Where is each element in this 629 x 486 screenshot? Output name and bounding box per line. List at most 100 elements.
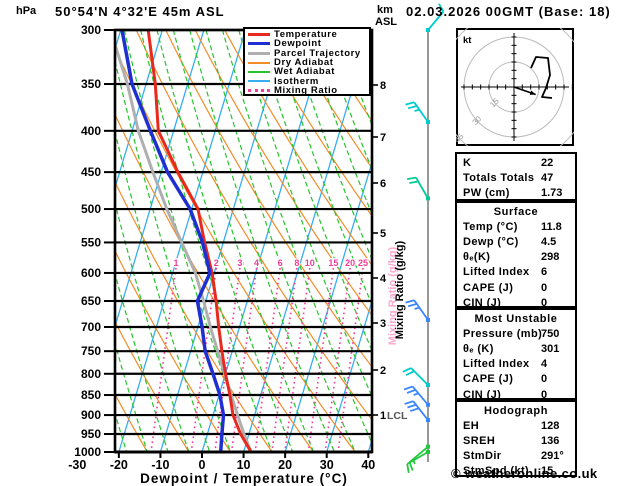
wind-barb xyxy=(404,400,430,423)
row-label: EH xyxy=(463,419,480,432)
wet-adiabat-line xyxy=(115,411,128,452)
table-row: PW (cm) 1.73 xyxy=(457,185,575,200)
row-label: CAPE (J) xyxy=(463,281,514,294)
isotherm-line xyxy=(0,30,79,452)
row-label: CIN (J) xyxy=(463,296,502,309)
datetime-title: 02.03.2026 00GMT (Base: 18) xyxy=(406,4,611,19)
wet-adiabat-line xyxy=(238,30,372,399)
mixing-ratio-line xyxy=(150,267,177,452)
table-row: Lifted Index 4 xyxy=(457,357,575,372)
mixing-ratio-line xyxy=(190,267,218,452)
temp-tick-label: 20 xyxy=(278,458,292,472)
barb-full-tick xyxy=(405,299,415,304)
row-label: K xyxy=(463,156,472,169)
table-row: Temp (°C) 11.8 xyxy=(457,219,575,234)
pressure-tick-label: 850 xyxy=(81,388,101,402)
wet-adiabat-line xyxy=(303,30,372,216)
legend-label: Temperature xyxy=(274,29,338,41)
copyright-credit: © weatheronline.co.uk xyxy=(451,466,598,481)
mixing-ratio-line xyxy=(230,267,258,452)
legend-label: Dry Adiabat xyxy=(274,57,334,69)
km-tick-label: 1 xyxy=(380,410,386,422)
pressure-tick-label: 300 xyxy=(81,23,101,37)
pressure-tick-label: 1000 xyxy=(74,445,101,459)
table-row: CAPE (J) 0 xyxy=(457,280,575,295)
row-label: Lifted Index xyxy=(463,266,530,279)
table-header: Surface xyxy=(457,204,575,219)
dry-adiabat-line xyxy=(115,392,148,452)
mixing-ratio-value-label: 20 xyxy=(345,258,355,268)
wet-adiabat-line xyxy=(221,30,372,445)
pressure-tick-label: 700 xyxy=(81,320,101,334)
mixing-ratio-value-label: 6 xyxy=(278,258,283,268)
mixing-ratio-line xyxy=(337,267,364,452)
row-label: StmDir xyxy=(463,450,502,463)
mixing-ratio-value-label: 1 xyxy=(173,258,178,268)
pressure-tick-label: 600 xyxy=(81,266,101,280)
row-label: θₑ(K) xyxy=(463,251,491,264)
table-title: Most Unstable xyxy=(474,312,558,325)
table-row: Dewp (°C) 4.5 xyxy=(457,234,575,249)
legend-item-temperature: Temperature xyxy=(248,29,369,41)
barb-full-tick xyxy=(438,3,445,13)
mixing-ratio-value-label: 2 xyxy=(214,258,219,268)
wet-adiabat-line xyxy=(319,30,372,172)
wet-adiabat-line xyxy=(205,30,356,452)
row-label: CIN (J) xyxy=(463,388,502,401)
hodograph-table: Hodograph EH 128 SREH 136 StmDir 291° StmSp… xyxy=(455,400,577,477)
dry-adiabat-line xyxy=(0,30,64,452)
dewpoint-curve xyxy=(120,30,226,452)
isotherm-line xyxy=(201,30,330,452)
isotherm-line xyxy=(326,298,372,452)
barb-full-tick xyxy=(408,461,414,471)
barb-full-tick xyxy=(407,403,417,409)
table-row: Pressure (mb) 750 xyxy=(457,326,575,341)
temp-tick-label: -30 xyxy=(68,458,86,472)
km-tick-label: 8 xyxy=(380,80,386,92)
table-row: CIN (J) 0 xyxy=(457,295,575,310)
table-row: CIN (J) 0 xyxy=(457,387,575,402)
table-header: Hodograph xyxy=(457,403,575,418)
row-label: Dewp (°C) xyxy=(463,235,519,248)
mixing-ratio-line-sample xyxy=(248,88,270,92)
pressure-tick-label: 650 xyxy=(81,294,101,308)
sounding-curves xyxy=(115,30,253,452)
row-value: 750 xyxy=(541,327,560,340)
parcel-line-sample xyxy=(248,51,270,55)
wind-barb xyxy=(402,367,430,387)
row-value: 0 xyxy=(541,281,548,294)
barb-full-tick xyxy=(409,407,420,412)
temperature-curve xyxy=(146,30,253,452)
pressure-tick-label: 750 xyxy=(81,344,101,358)
barb-full-tick xyxy=(409,180,419,184)
temp-tick-label: 10 xyxy=(237,458,251,472)
barb-full-tick xyxy=(405,370,415,376)
dry-adiabat-line xyxy=(224,30,372,267)
dry-adiabat-line xyxy=(0,30,23,452)
row-value: 128 xyxy=(541,419,560,432)
dry-adiabat-line xyxy=(115,320,190,452)
row-value: 298 xyxy=(541,251,560,264)
temp-tick-label: 30 xyxy=(320,458,334,472)
row-value: 22 xyxy=(541,156,554,169)
wet-adiabat-line xyxy=(0,30,64,452)
table-row: CAPE (J) 0 xyxy=(457,372,575,387)
barb-half-tick xyxy=(414,306,420,310)
parcel-trajectory-curve xyxy=(115,39,253,452)
temperature-line-sample xyxy=(248,33,270,37)
table-row: Totals Totals 47 xyxy=(457,170,575,185)
table-row: StmDir 291° xyxy=(457,449,575,464)
legend-item-mixing-ratio: Mixing Ratio xyxy=(248,84,369,96)
barb-full-tick xyxy=(406,176,417,181)
most-unstable-table: Most Unstable Pressure (mb) 750 θₑ (K) 301… xyxy=(455,308,577,402)
legend-label: Dewpoint xyxy=(274,38,322,50)
legend-label: Mixing Ratio xyxy=(274,84,338,96)
wet-adiabat-line-sample xyxy=(248,70,270,73)
km-tick-label: 5 xyxy=(380,228,386,240)
row-label: Pressure (mb) xyxy=(463,327,543,340)
wind-barb xyxy=(426,3,445,32)
